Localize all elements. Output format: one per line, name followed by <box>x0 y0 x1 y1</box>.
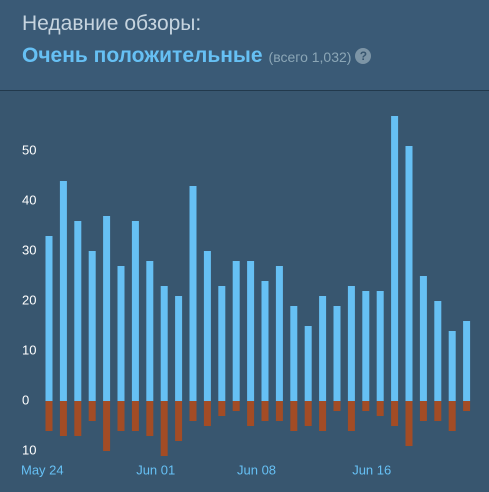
bar <box>405 401 413 446</box>
bar <box>463 401 471 411</box>
bar <box>175 296 183 401</box>
bar <box>419 276 427 401</box>
y-tick-label: 0 <box>22 392 29 407</box>
bar <box>232 401 240 411</box>
bar <box>218 401 226 416</box>
bar <box>275 266 283 401</box>
bar <box>175 401 183 441</box>
bar <box>131 401 139 431</box>
bar <box>347 286 355 401</box>
x-tick-label: Jun 01 <box>136 462 175 477</box>
bar <box>463 321 471 401</box>
bar <box>88 251 96 401</box>
bar <box>203 401 211 426</box>
bar <box>362 401 370 411</box>
bar <box>117 266 125 401</box>
rating[interactable]: Очень положительные <box>22 44 263 67</box>
bar <box>103 401 111 451</box>
title: Недавние обзоры: <box>22 12 202 35</box>
bar <box>247 401 255 426</box>
x-tick-label: May 24 <box>21 462 64 477</box>
bar <box>319 296 327 401</box>
bar <box>88 401 96 421</box>
bar <box>146 401 154 436</box>
bar <box>218 286 226 401</box>
total: (всего 1,032) <box>268 49 352 65</box>
bar <box>232 261 240 401</box>
bar <box>117 401 125 431</box>
bar <box>275 401 283 421</box>
x-tick-label: Jun 16 <box>352 462 391 477</box>
header: Недавние обзоры: Очень положительные (все… <box>0 0 489 91</box>
bar <box>103 216 111 401</box>
bar <box>59 181 67 401</box>
bar <box>160 401 168 456</box>
bar <box>261 401 269 421</box>
bar <box>74 221 82 401</box>
bar <box>247 261 255 401</box>
y-tick-label: 40 <box>22 192 36 207</box>
bar <box>405 146 413 401</box>
bar <box>376 401 384 416</box>
bar <box>45 401 53 431</box>
bar <box>333 306 341 401</box>
bar <box>59 401 67 436</box>
bar <box>333 401 341 411</box>
bar <box>203 251 211 401</box>
bar <box>189 186 197 401</box>
x-tick-label: Jun 08 <box>237 462 276 477</box>
rating-line: Очень положительные (всего 1,032)? <box>22 44 372 68</box>
bar <box>290 306 298 401</box>
bar <box>290 401 298 431</box>
bar <box>304 326 312 401</box>
bar <box>448 401 456 431</box>
bar <box>434 401 442 421</box>
bar <box>391 401 399 426</box>
bar <box>319 401 327 431</box>
y-tick-label: 30 <box>22 242 36 257</box>
bar <box>448 331 456 401</box>
bar <box>304 401 312 426</box>
bar <box>131 221 139 401</box>
bar <box>419 401 427 421</box>
bar <box>391 116 399 401</box>
bar <box>45 236 53 401</box>
y-tick-label: 50 <box>22 142 36 157</box>
bar <box>376 291 384 401</box>
y-tick-label: 10 <box>22 442 36 457</box>
bar <box>160 286 168 401</box>
help-icon[interactable]: ? <box>355 48 372 64</box>
bar <box>74 401 82 436</box>
chart: 10 0 10 20 30 40 50 May 24 Jun 01 Jun 08 Jun 16 <box>21 116 471 477</box>
bar <box>261 281 269 401</box>
y-tick-label: 10 <box>22 342 36 357</box>
bar <box>434 301 442 401</box>
bar <box>189 401 197 421</box>
bar <box>146 261 154 401</box>
bar <box>362 291 370 401</box>
y-tick-label: 20 <box>22 292 36 307</box>
bar <box>347 401 355 431</box>
